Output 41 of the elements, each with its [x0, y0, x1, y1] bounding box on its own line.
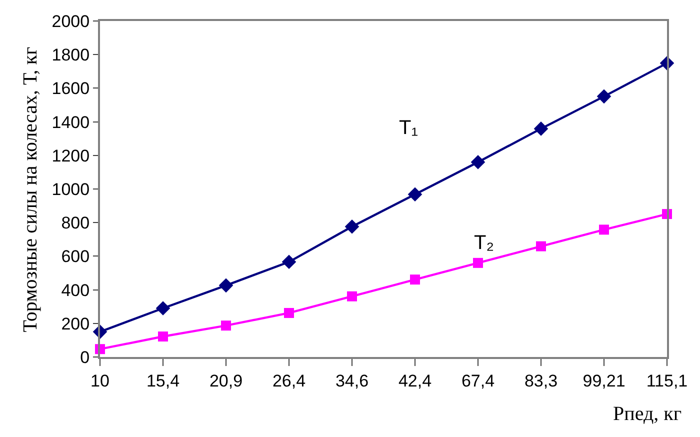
point [158, 332, 168, 342]
point [536, 241, 546, 252]
x-tick-label: 115,1 [646, 371, 688, 390]
point [156, 301, 170, 316]
point [408, 187, 422, 202]
y-tick-label: 1400 [52, 112, 90, 132]
x-tick-label: 20,9 [209, 371, 243, 390]
point [284, 308, 294, 318]
text: T₁ [399, 117, 418, 139]
x-tick-label: 34,6 [335, 371, 369, 390]
y-tick-label: 1600 [52, 79, 90, 98]
point [473, 258, 483, 268]
x-axis-title: Рпед, кг [613, 403, 682, 425]
point [470, 154, 486, 170]
point [344, 219, 360, 234]
y-tick-label: 1200 [52, 146, 90, 166]
point [534, 122, 548, 136]
x-tick-label: 15,4 [146, 371, 180, 390]
x-tick-label: 99,21 [582, 371, 626, 390]
y-tick-label: 400 [61, 280, 90, 300]
y-tick-label: 1000 [52, 180, 90, 199]
point [410, 274, 420, 285]
y-tick-label: 2000 [52, 12, 90, 31]
point [599, 224, 609, 235]
point [221, 320, 231, 331]
y-tick-label: 600 [61, 247, 90, 266]
series-label: T₂ [474, 232, 494, 254]
x-tick-label: 10 [90, 371, 110, 390]
point [596, 89, 612, 104]
y-tick-label: 800 [61, 214, 90, 233]
y-tick-label: 0 [80, 348, 90, 367]
x-tick-label: 42,4 [398, 371, 432, 390]
x-tick-label: 26,4 [272, 371, 306, 390]
x-tick-label: 83,3 [524, 371, 558, 390]
point [347, 291, 357, 302]
y-axis-title: Тормозные силы на колесах, Т, кг [19, 46, 42, 332]
point [282, 254, 296, 270]
y-tick-label: 200 [61, 314, 90, 334]
y-tick-label: 1800 [52, 46, 90, 65]
x-tick-label: 67,4 [461, 371, 495, 390]
point [218, 278, 234, 293]
